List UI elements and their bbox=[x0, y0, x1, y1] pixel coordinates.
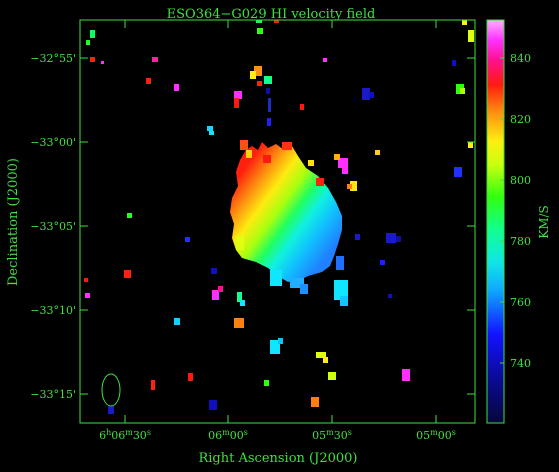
velocity-map bbox=[84, 20, 474, 414]
ra-axis bbox=[124, 20, 437, 423]
colorbar-tick-label: 820 bbox=[510, 113, 531, 126]
colorbar-tick-label: 780 bbox=[510, 235, 531, 248]
colorbar-tick-label: 800 bbox=[510, 174, 531, 187]
ra-tick-label: 06m00s bbox=[208, 428, 248, 442]
dec-tick-label: −33°00' bbox=[30, 136, 76, 149]
colorbar-tick-label: 740 bbox=[510, 357, 531, 370]
dec-axis bbox=[80, 57, 475, 395]
beam-ellipse bbox=[101, 373, 121, 407]
ra-tick-label: 6h06m30s bbox=[99, 428, 151, 442]
plot-frame bbox=[79, 19, 476, 424]
dec-tick-label: −33°15' bbox=[30, 388, 76, 401]
y-axis-label: Declination (J2000) bbox=[6, 158, 21, 286]
ra-tick-label: 05m30s bbox=[312, 428, 352, 442]
figure-title: ESO364−G029 HI velocity field bbox=[167, 7, 376, 22]
colorbar-tick-label: 840 bbox=[510, 52, 531, 65]
dec-tick-label: −32°55' bbox=[30, 52, 76, 65]
colorbar-tick-label: 760 bbox=[510, 296, 531, 309]
dec-tick-label: −33°05' bbox=[30, 220, 76, 233]
x-axis-label: Right Ascension (J2000) bbox=[198, 451, 357, 466]
colorbar-ticks bbox=[500, 57, 504, 364]
colorbar bbox=[486, 19, 505, 424]
dec-tick-label: −33°10' bbox=[30, 304, 76, 317]
colorbar-unit-label: KM/S bbox=[537, 205, 551, 239]
galaxy-velocity-field bbox=[230, 142, 342, 282]
ra-tick-label: 05m00s bbox=[416, 428, 456, 442]
